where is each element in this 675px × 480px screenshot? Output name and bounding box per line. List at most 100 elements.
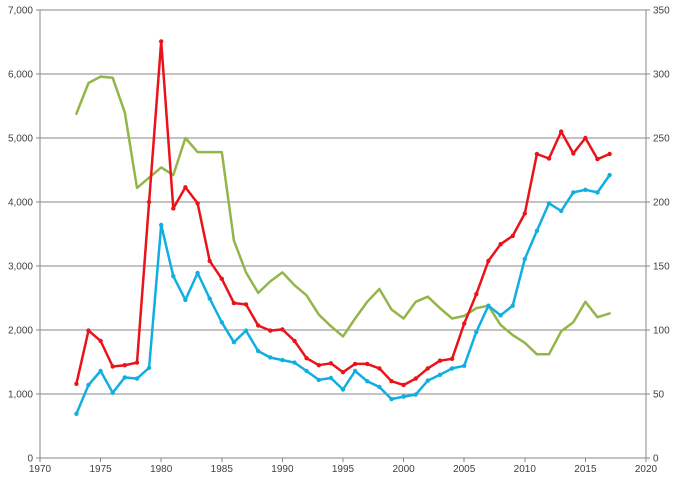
- blue-series-point-1976: [110, 390, 115, 395]
- red-series-point-1982: [183, 185, 188, 190]
- red-series-point-2005: [462, 321, 467, 326]
- blue-series-point-2012: [546, 201, 552, 206]
- y-right-tick-label-150: 150: [653, 262, 670, 273]
- blue-series-point-1985: [219, 320, 224, 325]
- blue-series-point-2015: [583, 187, 588, 192]
- blue-series-point-1999: [389, 396, 394, 402]
- red-series-point-1974: [86, 328, 91, 333]
- blue-series-point-1994: [328, 375, 334, 381]
- y-left-tick-label-1000: 1,000: [8, 390, 33, 401]
- blue-series-point-1986: [231, 340, 237, 345]
- x-tick-label-1975: 1975: [89, 464, 112, 475]
- blue-series-point-2017: [607, 172, 612, 178]
- red-series-point-2006: [474, 292, 479, 297]
- x-tick-label-2020: 2020: [635, 464, 658, 475]
- x-tick-label-2005: 2005: [453, 464, 476, 475]
- x-tick-label-1985: 1985: [211, 464, 234, 475]
- red-series-point-1973: [74, 381, 79, 386]
- blue-series-point-2005: [462, 363, 467, 368]
- blue-series-point-1993: [316, 377, 321, 383]
- blue-series-point-2016: [595, 190, 600, 195]
- blue-series-point-2002: [425, 378, 430, 383]
- red-series-point-1996: [352, 361, 358, 367]
- blue-series-point-2007: [486, 303, 491, 308]
- blue-series-point-1987: [243, 328, 249, 333]
- red-series-point-1997: [365, 361, 370, 367]
- y-right-tick-label-250: 250: [653, 134, 670, 145]
- x-tick-label-1980: 1980: [150, 464, 173, 475]
- y-left-tick-label-6000: 6,000: [8, 70, 33, 81]
- blue-series-point-1988: [256, 348, 261, 354]
- blue-series-point-2000: [401, 394, 406, 399]
- red-series-point-2000: [401, 382, 406, 388]
- blue-series-point-1984: [207, 296, 212, 301]
- red-series-point-1976: [110, 364, 115, 369]
- axes: [36, 9, 650, 462]
- y-left-tick-label-5000: 5,000: [8, 134, 33, 145]
- red-series-point-1994: [328, 361, 334, 366]
- red-series-point-1983: [195, 201, 200, 206]
- x-tick-label-1995: 1995: [332, 464, 355, 475]
- red-series-point-2011: [534, 151, 540, 157]
- x-tick-label-2015: 2015: [574, 464, 597, 475]
- y-left-tick-label-4000: 4,000: [8, 198, 33, 209]
- red-series-point-2009: [510, 233, 515, 239]
- red-series-point-1999: [389, 379, 394, 384]
- red-series-point-1989: [268, 328, 273, 333]
- y-left-tick-label-3000: 3,000: [8, 262, 33, 273]
- series-group: [74, 39, 612, 416]
- y-right-tick-label-50: 50: [653, 390, 665, 401]
- green-series-line: [75, 75, 611, 356]
- blue-series-point-1995: [340, 387, 346, 392]
- blue-series-point-1990: [280, 357, 285, 363]
- blue-series-point-1978: [134, 376, 140, 381]
- y-right-tick-label-0: 0: [653, 454, 659, 465]
- red-series-point-1993: [316, 363, 321, 368]
- blue-series-point-2001: [413, 392, 418, 397]
- tick-labels: 1970 1975 1980 1985 1990 1995 2000 2005 2010 2015…: [8, 6, 670, 476]
- y-right-tick-label-300: 300: [653, 70, 670, 81]
- red-series-point-2012: [546, 156, 552, 161]
- red-series-point-1984: [207, 258, 212, 264]
- blue-series-point-1973: [74, 411, 79, 416]
- red-series-point-2002: [425, 366, 430, 371]
- y-right-tick-label-200: 200: [653, 198, 670, 209]
- y-left-tick-label-2000: 2,000: [8, 326, 33, 337]
- blue-series-point-2009: [510, 303, 515, 308]
- red-series-point-2017: [607, 151, 612, 157]
- blue-series-point-2006: [474, 329, 479, 335]
- blue-series-point-1997: [365, 379, 370, 384]
- red-series-point-2013: [559, 129, 564, 134]
- blue-series-point-2014: [571, 190, 576, 195]
- x-tick-label-1990: 1990: [271, 464, 294, 475]
- red-series-point-1979: [146, 199, 152, 205]
- y-left-tick-label-0: 0: [27, 454, 33, 465]
- red-series-point-1977: [122, 363, 128, 368]
- red-series-point-1991: [292, 338, 297, 344]
- red-series-point-1985: [219, 276, 224, 281]
- blue-series-point-1980: [159, 222, 164, 228]
- blue-series-point-1977: [122, 375, 128, 380]
- blue-series-point-1998: [377, 384, 382, 390]
- red-series-point-1986: [231, 300, 237, 306]
- red-series-point-2004: [449, 356, 455, 361]
- blue-series-point-1979: [146, 365, 152, 370]
- blue-series-point-2013: [559, 208, 564, 214]
- red-series-point-1987: [243, 302, 249, 307]
- red-series-point-2003: [437, 358, 443, 363]
- red-series-point-1975: [98, 338, 103, 344]
- red-series-point-1990: [280, 327, 285, 332]
- blue-series-point-2011: [534, 228, 540, 233]
- blue-series-point-1975: [98, 368, 103, 374]
- blue-series-point-2003: [437, 372, 443, 377]
- gridlines: [40, 9, 646, 395]
- red-series-point-1980: [159, 39, 164, 44]
- blue-series-point-1992: [304, 368, 309, 374]
- y-right-tick-label-100: 100: [653, 326, 670, 337]
- blue-series-point-1982: [183, 297, 188, 303]
- blue-series-point-1989: [268, 355, 273, 360]
- red-series-point-1978: [134, 360, 140, 365]
- y-left-tick-label-7000: 7,000: [8, 6, 33, 17]
